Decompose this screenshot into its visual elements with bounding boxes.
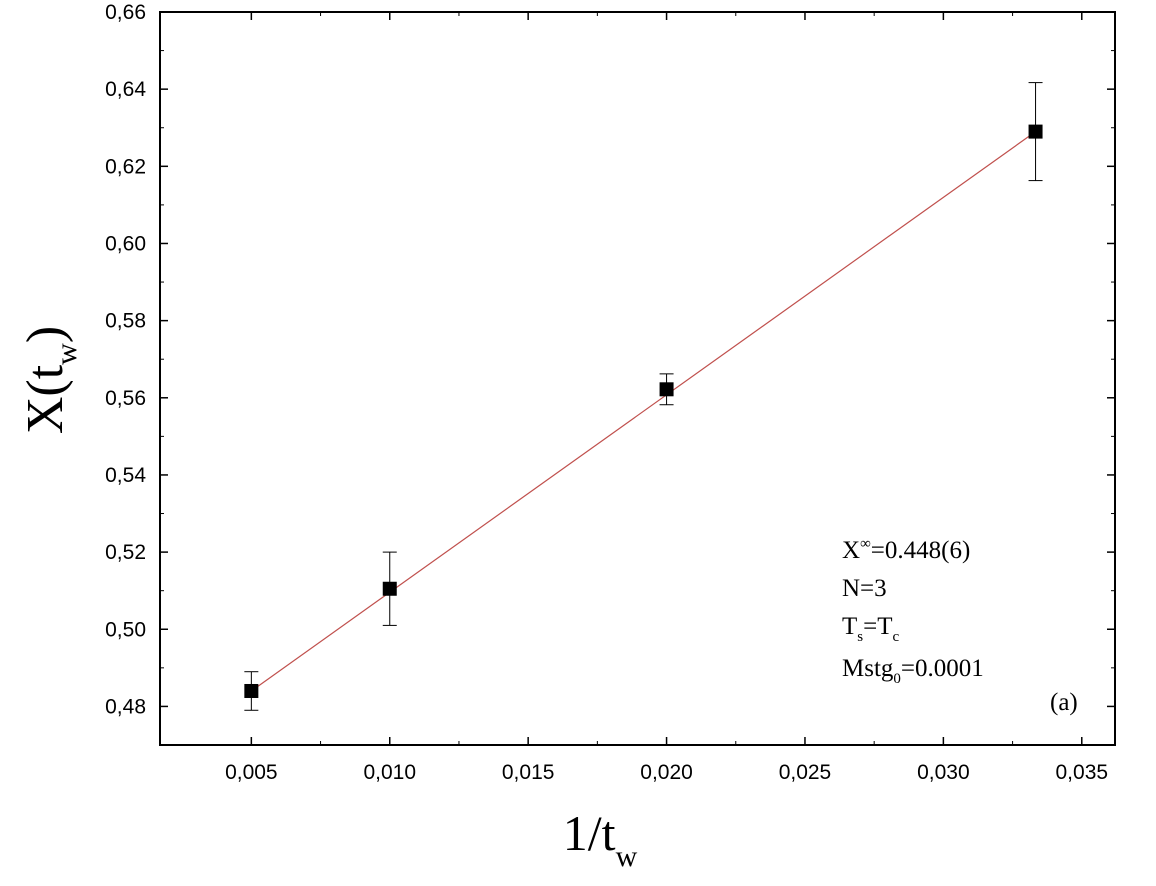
x-tick-label: 0,025 [779, 761, 832, 784]
data-point-square [244, 683, 259, 698]
x-tick-label: 0,005 [225, 761, 278, 784]
data-points [244, 82, 1043, 711]
annotation-x-infinity: X∞=0.448(6) [842, 536, 970, 564]
data-point-square [1028, 124, 1043, 139]
x-tick-label: 0,030 [917, 761, 970, 784]
annotation-temperature: Ts=Tc [842, 613, 900, 645]
y-tick-label: 0,50 [105, 618, 146, 641]
y-tick-label: 0,62 [105, 155, 146, 178]
y-tick-label: 0,52 [105, 541, 146, 564]
y-tick-label: 0,60 [105, 232, 146, 255]
x-tick-label: 0,010 [363, 761, 416, 784]
x-tick-label: 0,035 [1056, 761, 1109, 784]
y-tick-label: 0,56 [105, 387, 146, 410]
x-axis-label: 1/tw [563, 805, 638, 873]
y-tick-label: 0,48 [105, 695, 146, 718]
y-tick-label: 0,58 [105, 310, 146, 333]
x-tick-label: 0,020 [640, 761, 693, 784]
y-axis-label: X(tw) [17, 326, 83, 434]
data-point-square [382, 581, 397, 596]
axis-ticks: 0,005 0,010 0,015 0,020 0,025 0,030 0,035 0,48 0… [105, 1, 1115, 784]
annotation-n: N=3 [842, 575, 887, 602]
data-point-square [659, 382, 674, 397]
y-tick-label: 0,66 [105, 1, 146, 24]
fit-line [250, 131, 1036, 692]
annotation-mstg: Mstg0=0.0001 [842, 655, 984, 687]
plot-frame [159, 11, 1116, 746]
y-tick-label: 0,54 [105, 464, 146, 487]
y-tick-label: 0,64 [105, 78, 146, 101]
panel-label: (a) [1050, 689, 1078, 716]
x-tick-label: 0,015 [502, 761, 555, 784]
